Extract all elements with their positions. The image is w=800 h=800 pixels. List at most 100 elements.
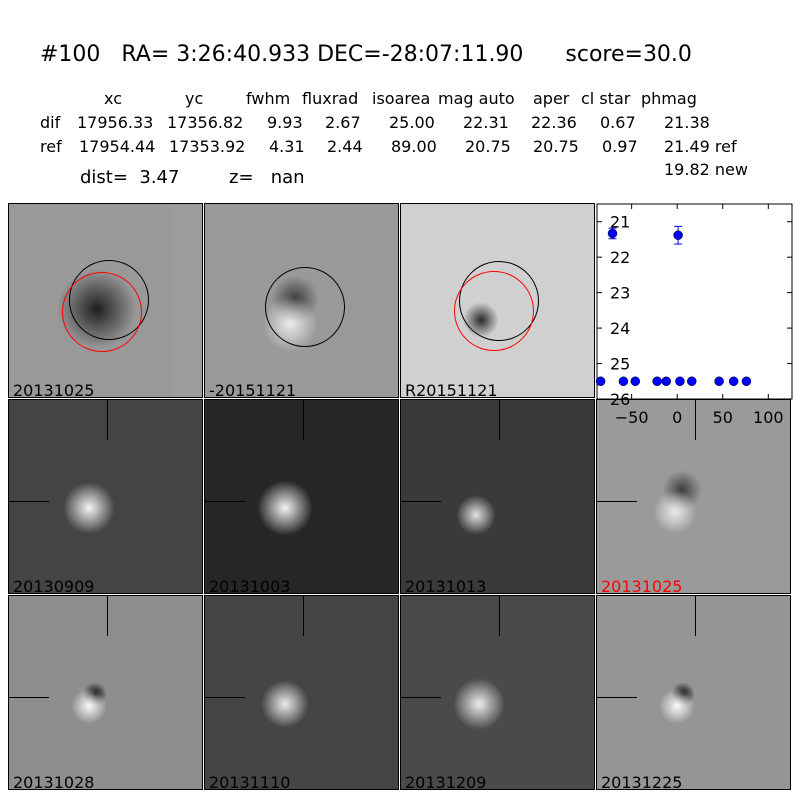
y-tick-label: 21: [610, 213, 630, 232]
table-cell: 21.49 ref: [664, 137, 737, 156]
source-blob: [71, 688, 107, 724]
source-blob: [456, 495, 496, 535]
red-aperture-circle: [454, 271, 534, 351]
image-stamp: 20131225: [596, 595, 791, 790]
y-tick-label: 26: [610, 390, 630, 409]
source-blob: [453, 678, 505, 730]
stamp-date-label: 20131110: [209, 773, 291, 790]
source-blob: [653, 490, 697, 534]
data-point: [607, 228, 618, 239]
crosshair-vertical: [499, 400, 500, 440]
table-cell: 9.93: [267, 113, 303, 132]
data-point: [595, 376, 606, 387]
image-stamp: 20131025: [8, 203, 203, 398]
table-cell: 21.38: [664, 113, 710, 132]
row-label: dif: [40, 113, 61, 132]
stamp-date-label: 20131225: [601, 773, 683, 790]
image-stamp: 20131025: [596, 399, 791, 594]
x-tick-label: −50: [615, 408, 649, 427]
column-header: cl star: [581, 89, 631, 108]
y-tick-label: 22: [610, 248, 630, 267]
crosshair-vertical: [499, 596, 500, 636]
red-aperture-circle: [62, 272, 142, 352]
column-header: fwhm: [246, 89, 291, 108]
data-point: [618, 376, 629, 387]
table-cell: 0.67: [600, 113, 636, 132]
data-point: [687, 376, 697, 387]
x-tick-label: 0: [672, 408, 682, 427]
stamp-date-label: 20131025: [601, 577, 683, 594]
image-stamp: 20131110: [204, 595, 399, 790]
z-value: z= nan: [229, 167, 305, 188]
crosshair-vertical: [695, 596, 696, 636]
table-cell: 17954.44: [79, 137, 156, 156]
crosshair-horizontal: [597, 501, 637, 502]
data-point: [741, 376, 752, 387]
source-blob: [63, 482, 115, 534]
table-cell: 17356.82: [167, 113, 244, 132]
image-stamp: 20131003: [204, 399, 399, 594]
stamp-date-label: 20131028: [13, 773, 95, 790]
table-cell: 20.75: [533, 137, 579, 156]
table-cell: 2.44: [327, 137, 363, 156]
stamp-date-label: 20131013: [405, 577, 487, 594]
data-point: [630, 376, 641, 387]
table-cell: 0.97: [602, 137, 638, 156]
crosshair-vertical: [107, 400, 108, 440]
figure-title: #100 RA= 3:26:40.933 DEC=-28:07:11.90 sc…: [40, 42, 692, 67]
crosshair-horizontal: [597, 697, 637, 698]
column-header: yc: [185, 89, 204, 108]
table-cell: 17353.92: [169, 137, 246, 156]
crosshair-vertical: [107, 596, 108, 636]
stamp-date-label: 20131209: [405, 773, 487, 790]
stamp-date-label: 20131025: [13, 381, 95, 398]
table-cell: 22.36: [531, 113, 577, 132]
data-point: [714, 376, 724, 387]
column-header: mag auto: [438, 89, 515, 108]
image-stamp: R20151121: [400, 203, 595, 398]
image-stamp: 20131013: [400, 399, 595, 594]
source-blob: [659, 688, 695, 724]
column-header: phmag: [641, 89, 697, 108]
crosshair-horizontal: [205, 697, 245, 698]
crosshair-horizontal: [401, 697, 441, 698]
stamp-date-label: 20130909: [13, 577, 95, 594]
stamp-date-label: -20151121: [209, 381, 297, 398]
x-tick-label: 50: [713, 408, 733, 427]
data-point: [675, 376, 685, 387]
table-cell: 25.00: [389, 113, 435, 132]
crosshair-vertical: [303, 596, 304, 636]
data-point: [673, 230, 683, 240]
source-blob: [261, 680, 309, 728]
crosshair-vertical: [695, 400, 696, 440]
row-label: ref: [40, 137, 62, 156]
crosshair-horizontal: [205, 501, 245, 502]
column-header: fluxrad: [302, 89, 359, 108]
y-tick-label: 25: [610, 355, 630, 374]
new-mag: 19.82 new: [664, 160, 748, 179]
image-stamp: 20131028: [8, 595, 203, 790]
table-cell: 4.31: [269, 137, 305, 156]
column-header: xc: [104, 89, 122, 108]
y-tick-label: 24: [610, 319, 630, 338]
image-stamp: 20131209: [400, 595, 595, 790]
crosshair-vertical: [303, 400, 304, 440]
dist-value: dist= 3.47: [80, 167, 180, 188]
image-stamp: -20151121: [204, 203, 399, 398]
table-cell: 20.75: [465, 137, 511, 156]
data-point: [652, 376, 662, 387]
data-point: [728, 376, 739, 387]
crosshair-horizontal: [9, 697, 49, 698]
table-cell: 89.00: [391, 137, 437, 156]
plot-area: [596, 203, 793, 400]
column-header: isoarea: [372, 89, 431, 108]
y-tick-label: 23: [610, 284, 630, 303]
data-point: [661, 376, 672, 387]
black-aperture-circle: [265, 267, 345, 347]
crosshair-horizontal: [9, 501, 49, 502]
stamp-date-label: 20131003: [209, 577, 291, 594]
image-stamp: 20130909: [8, 399, 203, 594]
crosshair-horizontal: [401, 501, 441, 502]
stamp-date-label: R20151121: [405, 381, 498, 398]
